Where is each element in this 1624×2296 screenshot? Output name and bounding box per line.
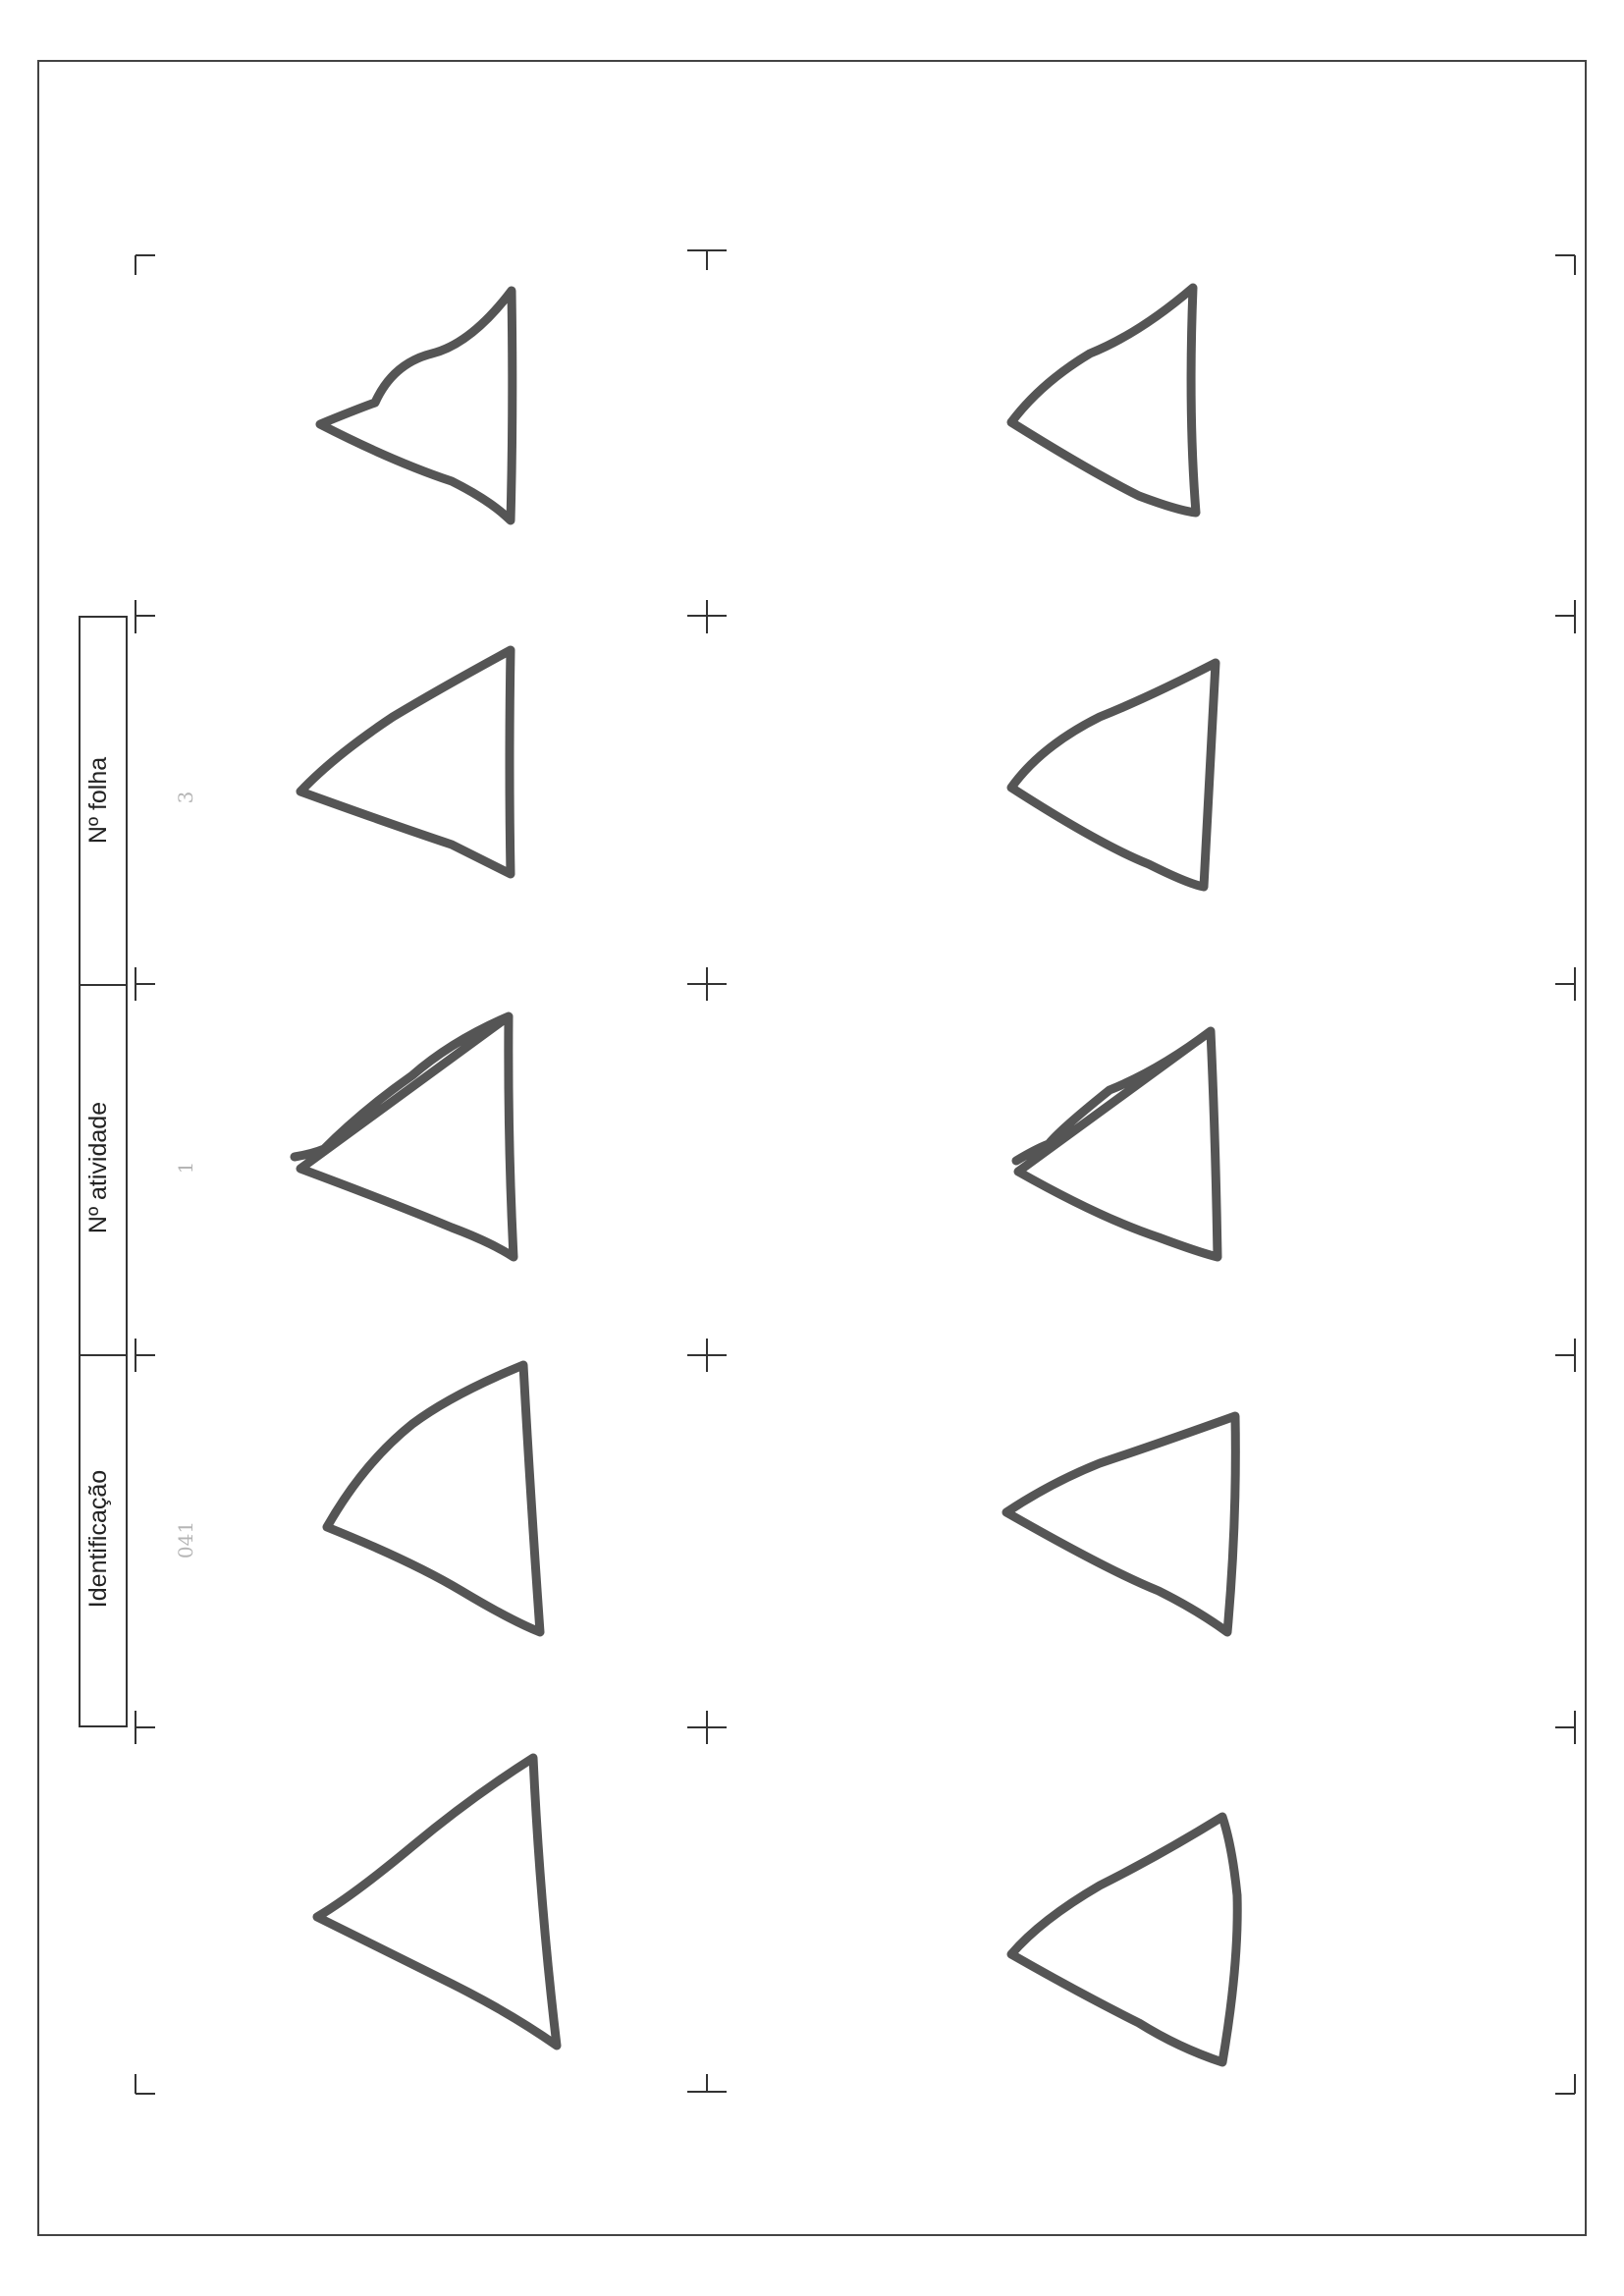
id-box-divider-2 [81, 1354, 126, 1356]
triangle-3 [296, 645, 515, 879]
tick-mark-right-2 [1555, 967, 1576, 1001]
triangle-9 [312, 1753, 562, 2050]
triangle-8 [1001, 1411, 1240, 1637]
tick-mark-right-3 [1555, 1339, 1576, 1372]
tick-mark-top-middle [687, 249, 727, 270]
corner-mark-bottom-left [135, 2074, 155, 2095]
tick-mark-bottom-middle [687, 2074, 727, 2093]
cross-mark-1 [687, 600, 727, 633]
tick-mark-left-2 [135, 967, 155, 1001]
corner-mark-top-right [1555, 254, 1576, 275]
tick-mark-left-1 [135, 600, 155, 633]
corner-mark-top-left [135, 254, 155, 275]
identification-box: Nº folha 3 Nº atividade 1 Identificação … [79, 616, 197, 1727]
triangle-1 [315, 286, 517, 525]
tick-mark-left-4 [135, 1711, 155, 1744]
triangle-7 [322, 1360, 545, 1637]
triangle-6 [1011, 1026, 1222, 1262]
tick-mark-right-1 [1555, 600, 1576, 633]
cross-mark-4 [687, 1711, 727, 1744]
cross-mark-2 [687, 967, 727, 1001]
page-border [37, 60, 1587, 2236]
tick-mark-left-3 [135, 1339, 155, 1372]
triangle-10 [1006, 1812, 1242, 2067]
id-box-divider-1 [81, 984, 126, 986]
corner-mark-bottom-right [1555, 2074, 1576, 2095]
cross-mark-3 [687, 1339, 727, 1372]
triangle-5 [290, 1011, 518, 1262]
triangle-4 [1006, 658, 1220, 892]
tick-mark-right-4 [1555, 1711, 1576, 1744]
triangle-2 [1006, 283, 1201, 518]
id-box-inner-line [126, 618, 128, 1725]
